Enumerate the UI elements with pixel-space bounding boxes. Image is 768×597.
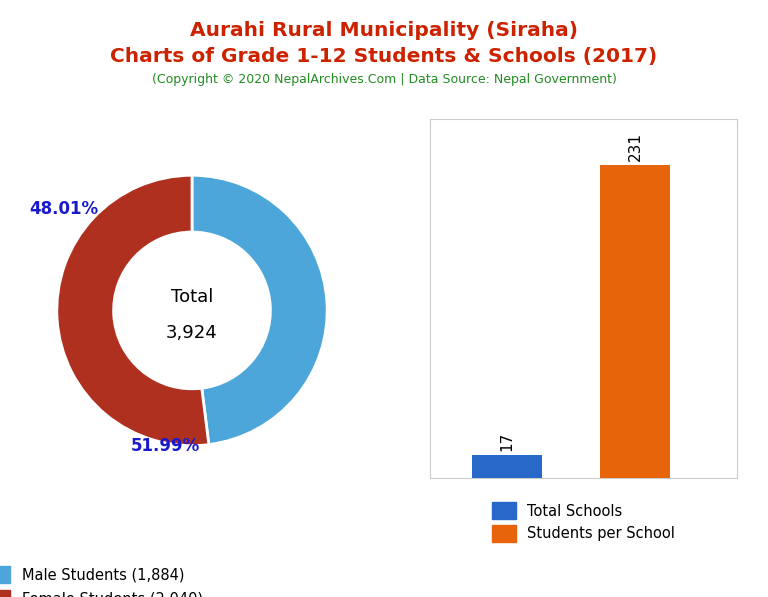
Text: 17: 17 (499, 431, 515, 451)
Text: 231: 231 (627, 133, 642, 161)
Legend: Male Students (1,884), Female Students (2,040): Male Students (1,884), Female Students (… (0, 558, 210, 597)
Text: 3,924: 3,924 (166, 324, 218, 343)
Text: 48.01%: 48.01% (29, 200, 98, 218)
Wedge shape (192, 176, 327, 445)
Bar (600, 165, 670, 478)
Text: Aurahi Rural Municipality (Siraha): Aurahi Rural Municipality (Siraha) (190, 21, 578, 40)
Text: Charts of Grade 1-12 Students & Schools (2017): Charts of Grade 1-12 Students & Schools … (111, 47, 657, 66)
Text: Total: Total (170, 288, 214, 306)
Text: 51.99%: 51.99% (131, 436, 200, 454)
Bar (472, 455, 542, 478)
Legend: Total Schools, Students per School: Total Schools, Students per School (485, 495, 683, 549)
Text: (Copyright © 2020 NepalArchives.Com | Data Source: Nepal Government): (Copyright © 2020 NepalArchives.Com | Da… (151, 73, 617, 86)
Wedge shape (57, 176, 209, 445)
